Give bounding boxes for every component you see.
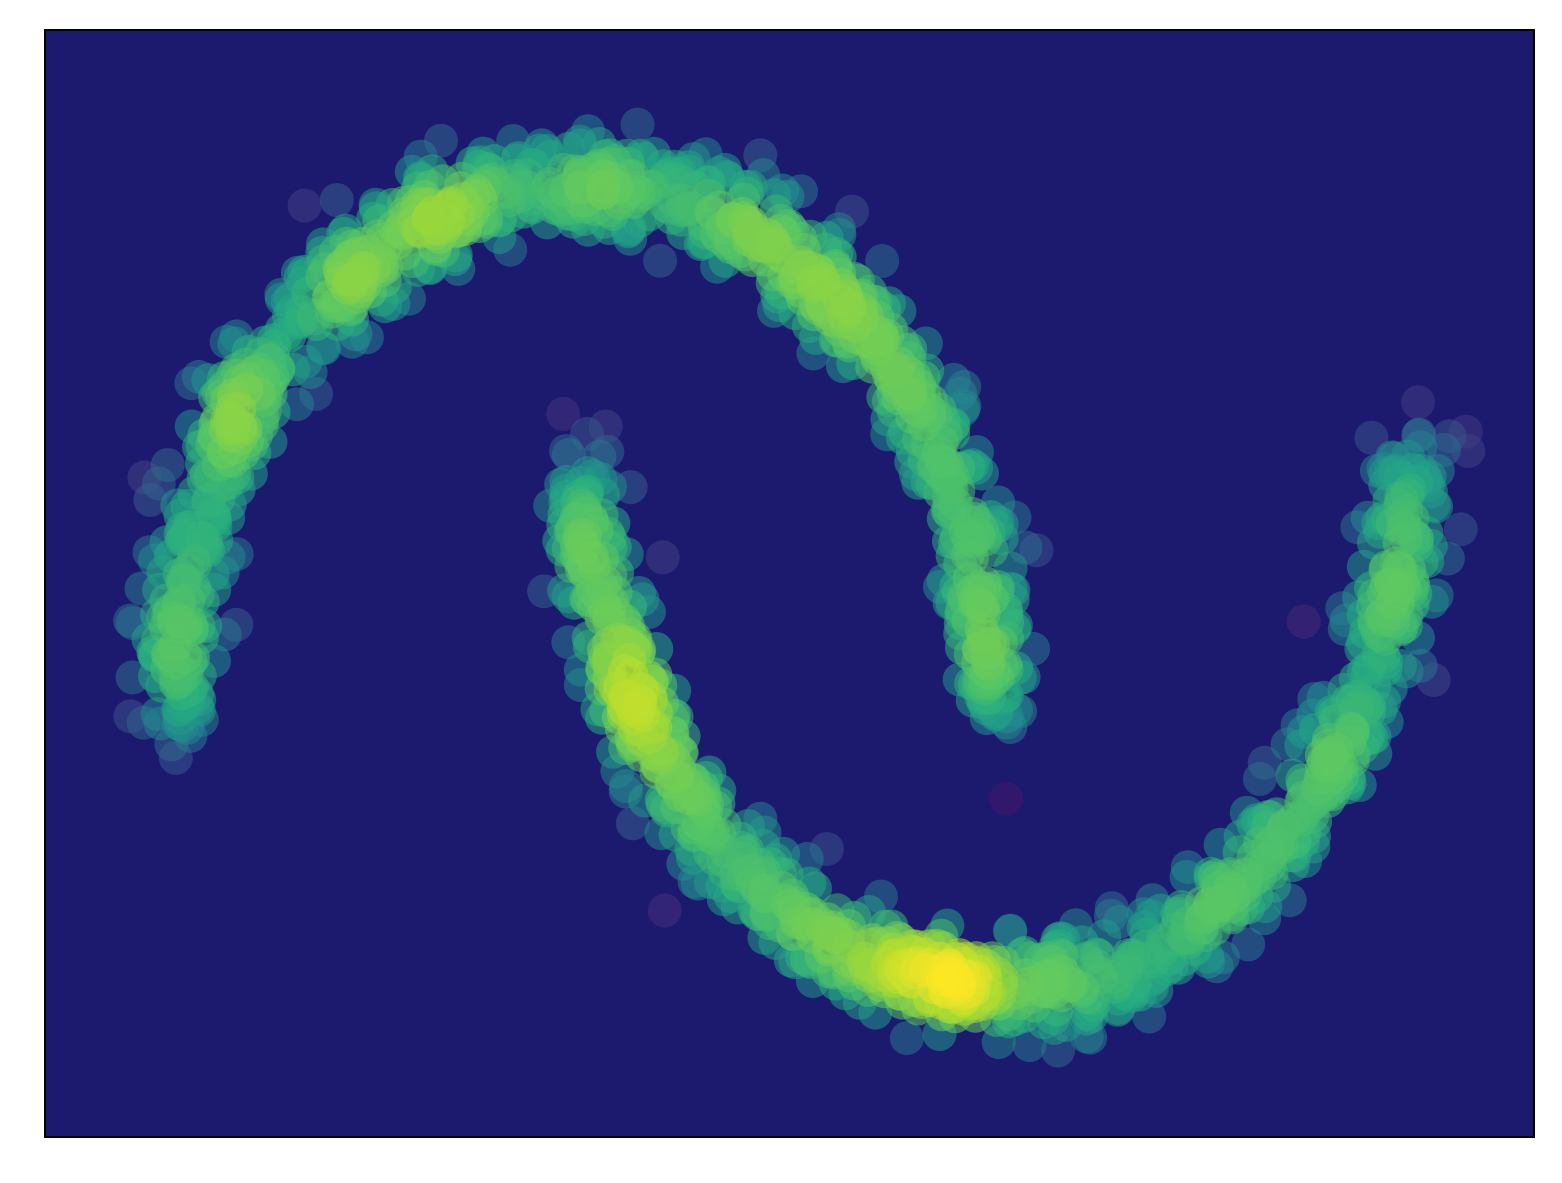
scatter-points (113, 107, 1486, 1068)
scatter-point (932, 962, 966, 997)
scatter-point (1204, 884, 1239, 919)
scatter-point (822, 282, 857, 317)
scatter-point (1231, 927, 1266, 962)
scatter-point (157, 629, 192, 664)
scatter-point (1286, 604, 1321, 639)
scatter-point (546, 396, 581, 431)
scatter-point (337, 261, 372, 296)
scatter-point (287, 188, 322, 223)
scatter-point (586, 169, 621, 204)
scatter-point (1443, 512, 1478, 547)
scatter-point (1401, 385, 1436, 420)
scatter-point (988, 781, 1023, 816)
scatter-point (575, 540, 610, 575)
scatter-point (1242, 762, 1277, 796)
scatter-point (319, 183, 354, 217)
scatter-point (1379, 569, 1414, 604)
scatter-point (754, 227, 788, 261)
scatter-point (967, 619, 1001, 654)
scatter-point (922, 435, 957, 470)
scatter-point (1255, 825, 1290, 859)
scatter-point (643, 243, 678, 278)
scatter-point (647, 893, 682, 928)
scatter-point (1314, 738, 1349, 773)
scatter-point (645, 540, 680, 575)
scatter-point (621, 690, 656, 725)
scatter-point (150, 448, 185, 482)
scatter-point (222, 391, 257, 426)
plot-area-frame (44, 29, 1535, 1138)
scatter-point (865, 244, 900, 278)
scatter-point (412, 200, 447, 235)
scatter-point (620, 107, 655, 142)
scatter-point (889, 1021, 924, 1056)
